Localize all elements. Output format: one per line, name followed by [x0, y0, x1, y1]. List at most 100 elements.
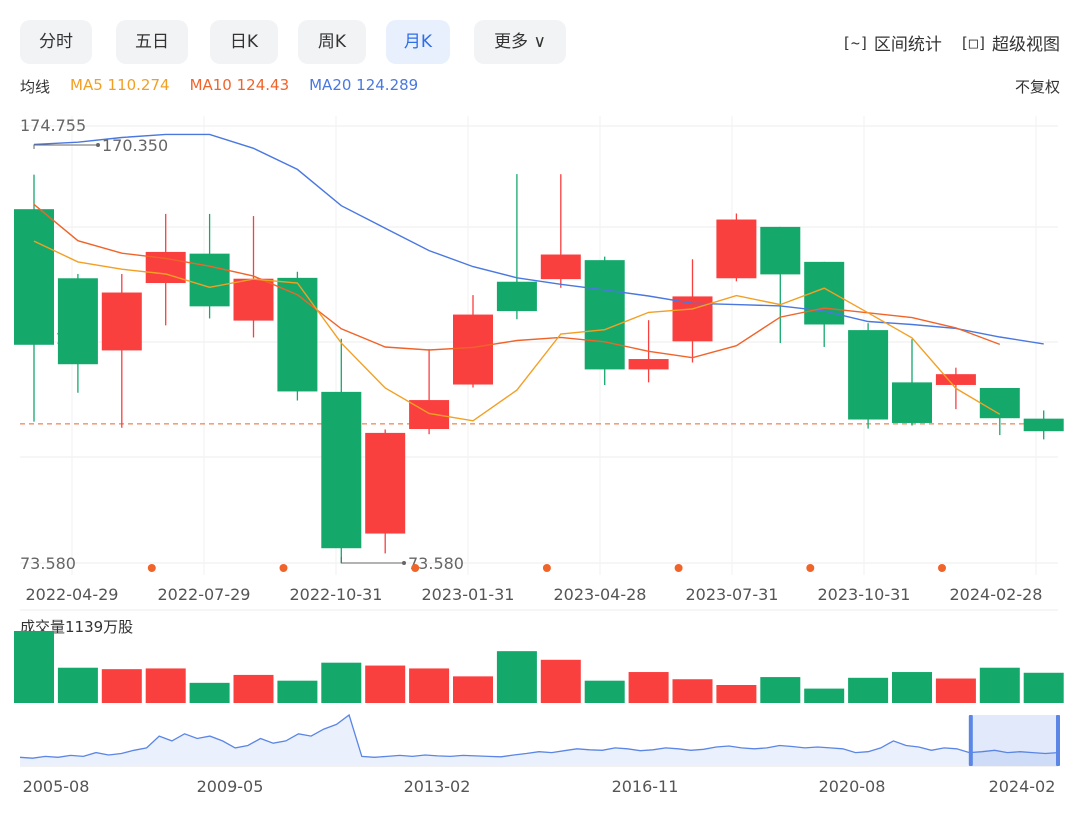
- range-stats-button[interactable]: [~] 区间统计: [841, 30, 942, 56]
- candle-body: [979, 387, 1020, 419]
- ma10-line: [33, 203, 1001, 359]
- navigator-x-label: 2020-08: [819, 777, 886, 796]
- tab-0[interactable]: 分时: [20, 20, 92, 64]
- max-label: 170.350: [102, 136, 168, 155]
- candle-body: [189, 253, 230, 307]
- navigator-x-label: 2016-11: [612, 777, 679, 796]
- volume-bar: [101, 669, 142, 703]
- navigator-selection: [970, 715, 1058, 766]
- volume-bar: [848, 677, 889, 703]
- volume-bar: [453, 676, 493, 703]
- price-axis-label: 73.580: [20, 554, 76, 573]
- event-marker: [542, 564, 551, 572]
- volume-bar: [189, 682, 230, 703]
- min-pointer: [340, 557, 404, 564]
- volume-bar: [672, 679, 713, 703]
- event-marker: [674, 564, 683, 572]
- ma20-legend: MA20 124.289: [309, 76, 419, 94]
- tab-5[interactable]: 更多 ∨: [474, 20, 566, 64]
- volume-bar: [57, 667, 98, 703]
- tab-3[interactable]: 周K: [298, 20, 366, 64]
- candle-body: [365, 432, 406, 534]
- x-axis-label: 2023-10-31: [818, 585, 911, 604]
- navigator-x-label: 2013-02: [404, 777, 471, 796]
- candle-body: [57, 278, 98, 365]
- ma10-legend: MA10 124.43: [189, 76, 290, 94]
- candle-body: [628, 359, 669, 370]
- range-stats-label: 区间统计: [873, 35, 942, 55]
- volume-bar: [760, 677, 801, 703]
- candle-body: [14, 209, 54, 345]
- max-pointer-dot: [96, 143, 100, 148]
- navigator-x-label: 2024-02: [989, 777, 1056, 796]
- min-label: 73.580: [408, 554, 464, 573]
- ma5-line: [33, 240, 1001, 422]
- candle-body: [277, 277, 318, 392]
- super-view-label: 超级视图: [992, 35, 1060, 55]
- x-axis-label: 2023-07-31: [686, 585, 779, 604]
- navigator-area: [20, 715, 1058, 766]
- x-axis-label: 2023-01-31: [422, 585, 515, 604]
- volume-bar: [277, 680, 318, 703]
- candle-body: [453, 314, 493, 385]
- candle-body: [892, 382, 932, 423]
- ma-legend-title: 均线: [20, 78, 51, 96]
- x-axis-label: 2022-07-29: [158, 585, 251, 604]
- volume-bar: [935, 678, 976, 703]
- navigator-x-label: 2005-08: [23, 777, 90, 796]
- tab-2[interactable]: 日K: [210, 20, 278, 64]
- min-pointer-dot: [402, 561, 406, 565]
- volume-bar: [540, 659, 581, 703]
- navigator-handle-right[interactable]: [1056, 715, 1060, 766]
- candle-body: [716, 219, 757, 279]
- volume-bar: [365, 665, 406, 703]
- navigator-x-label: 2009-05: [197, 777, 264, 796]
- volume-bar: [1023, 672, 1064, 703]
- candle-body: [233, 278, 274, 321]
- range-stats-icon: [~]: [841, 33, 869, 52]
- x-axis-label: 2024-02-28: [950, 585, 1043, 604]
- navigator-line: [19, 713, 1059, 759]
- event-marker: [279, 564, 288, 572]
- volume-bar: [804, 688, 845, 703]
- candle-body: [935, 374, 976, 385]
- candle-body: [584, 260, 625, 370]
- navigator-handle-left[interactable]: [968, 715, 973, 766]
- volume-bar: [979, 667, 1020, 703]
- event-marker: [147, 564, 156, 572]
- candle-body: [848, 330, 889, 420]
- candle-body: [321, 391, 362, 549]
- volume-bar: [716, 685, 757, 703]
- candle-body: [101, 292, 142, 351]
- volume-bar: [496, 651, 537, 703]
- event-marker: [411, 564, 420, 572]
- event-marker: [806, 564, 815, 572]
- volume-bar: [584, 680, 625, 703]
- volume-bar: [233, 674, 274, 703]
- chart-tools: [~] 区间统计 [□] 超级视图: [841, 30, 1060, 56]
- max-pointer: [33, 144, 98, 150]
- x-axis-label: 2023-04-28: [554, 585, 647, 604]
- candle-body: [1023, 418, 1064, 432]
- volume-bar: [145, 668, 186, 703]
- super-view-button[interactable]: [□] 超级视图: [959, 30, 1060, 56]
- volume-bar: [628, 672, 669, 703]
- ma-legend: 均线 MA5 110.274 MA10 124.43 MA20 124.289: [20, 76, 418, 97]
- price-axis-label: 174.755: [20, 116, 86, 135]
- candle-body: [540, 254, 581, 280]
- tab-1[interactable]: 五日: [116, 20, 188, 64]
- volume-bar: [409, 668, 450, 703]
- x-axis-label: 2022-10-31: [290, 585, 383, 604]
- volume-bar: [892, 672, 932, 703]
- candle-body: [409, 400, 450, 430]
- tab-4[interactable]: 月K: [386, 20, 450, 64]
- adjust-toggle[interactable]: 不复权: [1014, 78, 1060, 96]
- event-marker: [938, 564, 946, 572]
- candle-body: [496, 281, 537, 312]
- super-view-icon: [□]: [959, 33, 987, 52]
- ma5-legend: MA5 110.274: [70, 76, 170, 94]
- ma20-line: [33, 133, 1044, 345]
- volume-bar: [321, 662, 362, 703]
- candle-body: [760, 226, 801, 275]
